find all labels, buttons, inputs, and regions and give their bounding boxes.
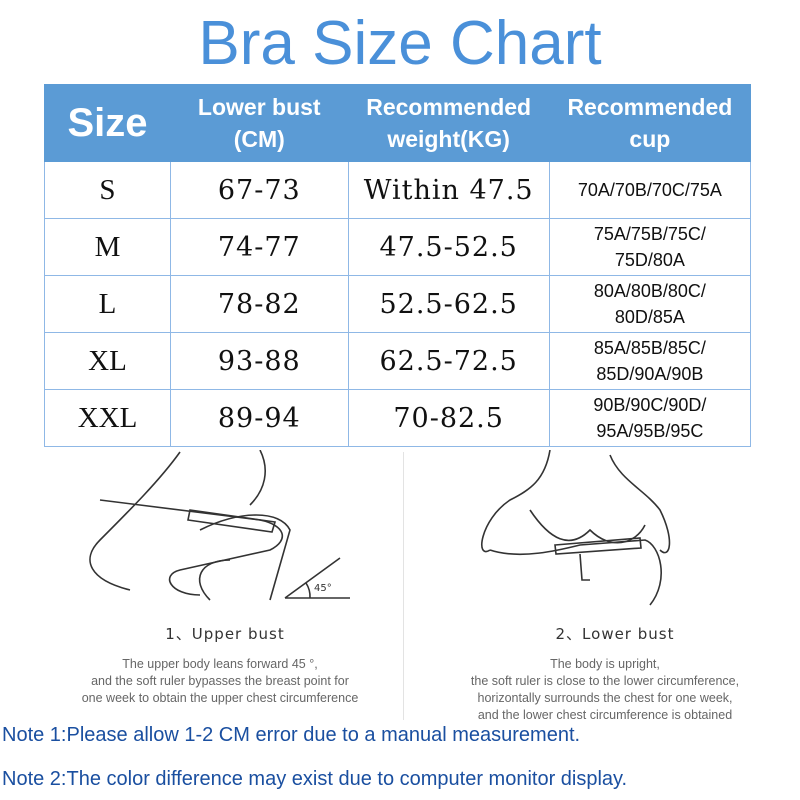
cup-cell-text: 85D/90A/90B — [596, 364, 704, 384]
measuring-tape — [187, 509, 277, 533]
header-weight: Recommended weight(KG) — [347, 84, 550, 162]
cup-cell-text: 80D/85A — [614, 307, 685, 327]
size-cell: L — [44, 275, 171, 333]
header-label: Size — [67, 101, 148, 145]
cup-cell-text: 70A/70B/70C/75A — [577, 180, 722, 200]
weight-cell: 47.5-52.5 — [347, 218, 550, 276]
cup-cell-text: 75A/75B/75C/ — [593, 224, 706, 244]
step-1-title: 1、Upper bust — [165, 625, 285, 643]
size-cell-text: M — [94, 230, 121, 263]
lower-bust-cell: 89-94 — [169, 389, 349, 447]
arm-outline — [489, 539, 662, 606]
lower-bust-cell-text: 78-82 — [217, 288, 301, 320]
step-2-description: The body is upright, the soft ruler is c… — [410, 656, 800, 724]
description-line: the soft ruler is close to the lower cir… — [470, 674, 740, 688]
cup-cell-text: 95A/95B/95C — [596, 421, 704, 441]
weight-cell-text: 47.5-52.5 — [379, 231, 518, 263]
header-label: (CM) — [233, 126, 285, 152]
header-label: weight(KG) — [387, 126, 510, 152]
divider — [403, 452, 404, 720]
header-size: Size — [44, 84, 171, 162]
body-outline — [198, 559, 231, 601]
note-1: Note 1:Please allow 1-2 CM error due to … — [2, 724, 581, 746]
body-outline — [89, 451, 181, 591]
lower-bust-cell-text: 67-73 — [217, 174, 301, 206]
size-cell: XL — [44, 332, 171, 390]
table-row: L 78-82 52.5-62.5 80A/80B/80C/80D/85A — [44, 275, 752, 333]
size-cell: XXL — [44, 389, 171, 447]
description-line: and the lower chest circumference is obt… — [477, 708, 733, 722]
upper-bust-illustration: 45° — [89, 450, 350, 601]
cup-cell: 70A/70B/70C/75A — [548, 161, 752, 219]
description-line: one week to obtain the upper chest circu… — [81, 691, 359, 705]
lower-bust-illustration — [481, 450, 671, 606]
header-lower-bust: Lower bust (CM) — [169, 84, 349, 162]
size-cell-text: S — [99, 173, 116, 206]
cup-cell: 80A/80B/80C/80D/85A — [548, 275, 752, 333]
lower-bust-cell: 67-73 — [169, 161, 349, 219]
step-1-description: The upper body leans forward 45 °, and t… — [20, 656, 420, 707]
table-header-row: Size Lower bust (CM) Recommended weight(KG… — [44, 84, 752, 162]
cup-cell-text: 80A/80B/80C/ — [593, 281, 706, 301]
size-table: Size Lower bust (CM) Recommended weight(KG… — [44, 84, 752, 447]
weight-cell: 52.5-62.5 — [347, 275, 550, 333]
description-line: and the soft ruler bypasses the breast p… — [91, 674, 349, 688]
table-row: M 74-77 47.5-52.5 75A/75B/75C/75D/80A — [44, 218, 752, 276]
bust-outline — [529, 509, 646, 544]
weight-cell-text: 52.5-62.5 — [379, 288, 518, 320]
lower-bust-cell-text: 93-88 — [217, 345, 301, 377]
description-line: The upper body leans forward 45 °, — [122, 657, 318, 671]
body-outline — [481, 450, 551, 553]
weight-cell-text: 70-82.5 — [393, 402, 504, 434]
tape-end — [579, 553, 590, 581]
cup-cell: 75A/75B/75C/75D/80A — [548, 218, 752, 276]
header-label: Lower bust — [197, 94, 321, 120]
angle-arc — [305, 582, 311, 599]
angle-label: 45° — [314, 583, 332, 594]
lower-bust-cell: 74-77 — [169, 218, 349, 276]
weight-cell-text: Within 47.5 — [363, 174, 534, 206]
table-row: XL 93-88 62.5-72.5 85A/85B/85C/85D/90A/90B — [44, 332, 752, 390]
note-2: Note 2:The color difference may exist du… — [2, 768, 628, 790]
cup-cell-text: 75D/80A — [614, 250, 685, 270]
table-row: S 67-73 Within 47.5 70A/70B/70C/75A — [44, 161, 752, 219]
weight-cell-text: 62.5-72.5 — [379, 345, 518, 377]
weight-cell: Within 47.5 — [347, 161, 550, 219]
lower-bust-cell-text: 89-94 — [217, 402, 301, 434]
cup-cell: 90B/90C/90D/95A/95B/95C — [548, 389, 752, 447]
size-cell: M — [44, 218, 171, 276]
header-label: cup — [629, 126, 671, 152]
cup-cell-text: 85A/85B/85C/ — [593, 338, 706, 358]
header-cup: Recommended cup — [548, 84, 752, 162]
description-line: The body is upright, — [550, 657, 660, 671]
lower-bust-cell-text: 74-77 — [217, 231, 301, 263]
measuring-tape — [554, 537, 642, 555]
cup-cell: 85A/85B/85C/85D/90A/90B — [548, 332, 752, 390]
step-2-title: 2、Lower bust — [555, 625, 675, 643]
header-label: Recommended — [366, 94, 532, 120]
size-cell: S — [44, 161, 171, 219]
lower-bust-cell: 78-82 — [169, 275, 349, 333]
weight-cell: 70-82.5 — [347, 389, 550, 447]
weight-cell: 62.5-72.5 — [347, 332, 550, 390]
angle-lines — [284, 557, 350, 599]
cup-cell-text: 90B/90C/90D/ — [593, 395, 707, 415]
size-cell-text: L — [98, 287, 117, 320]
page-title: Bra Size Chart — [198, 9, 602, 78]
size-cell-text: XL — [88, 344, 127, 377]
size-cell-text: XXL — [77, 401, 138, 434]
head-outline — [249, 450, 266, 506]
description-line: horizontally surrounds the chest for one… — [477, 691, 733, 705]
header-label: Recommended — [567, 94, 733, 120]
lower-bust-cell: 93-88 — [169, 332, 349, 390]
body-outline — [609, 454, 671, 554]
table-row: XXL 89-94 70-82.5 90B/90C/90D/95A/95B/95C — [44, 389, 752, 447]
